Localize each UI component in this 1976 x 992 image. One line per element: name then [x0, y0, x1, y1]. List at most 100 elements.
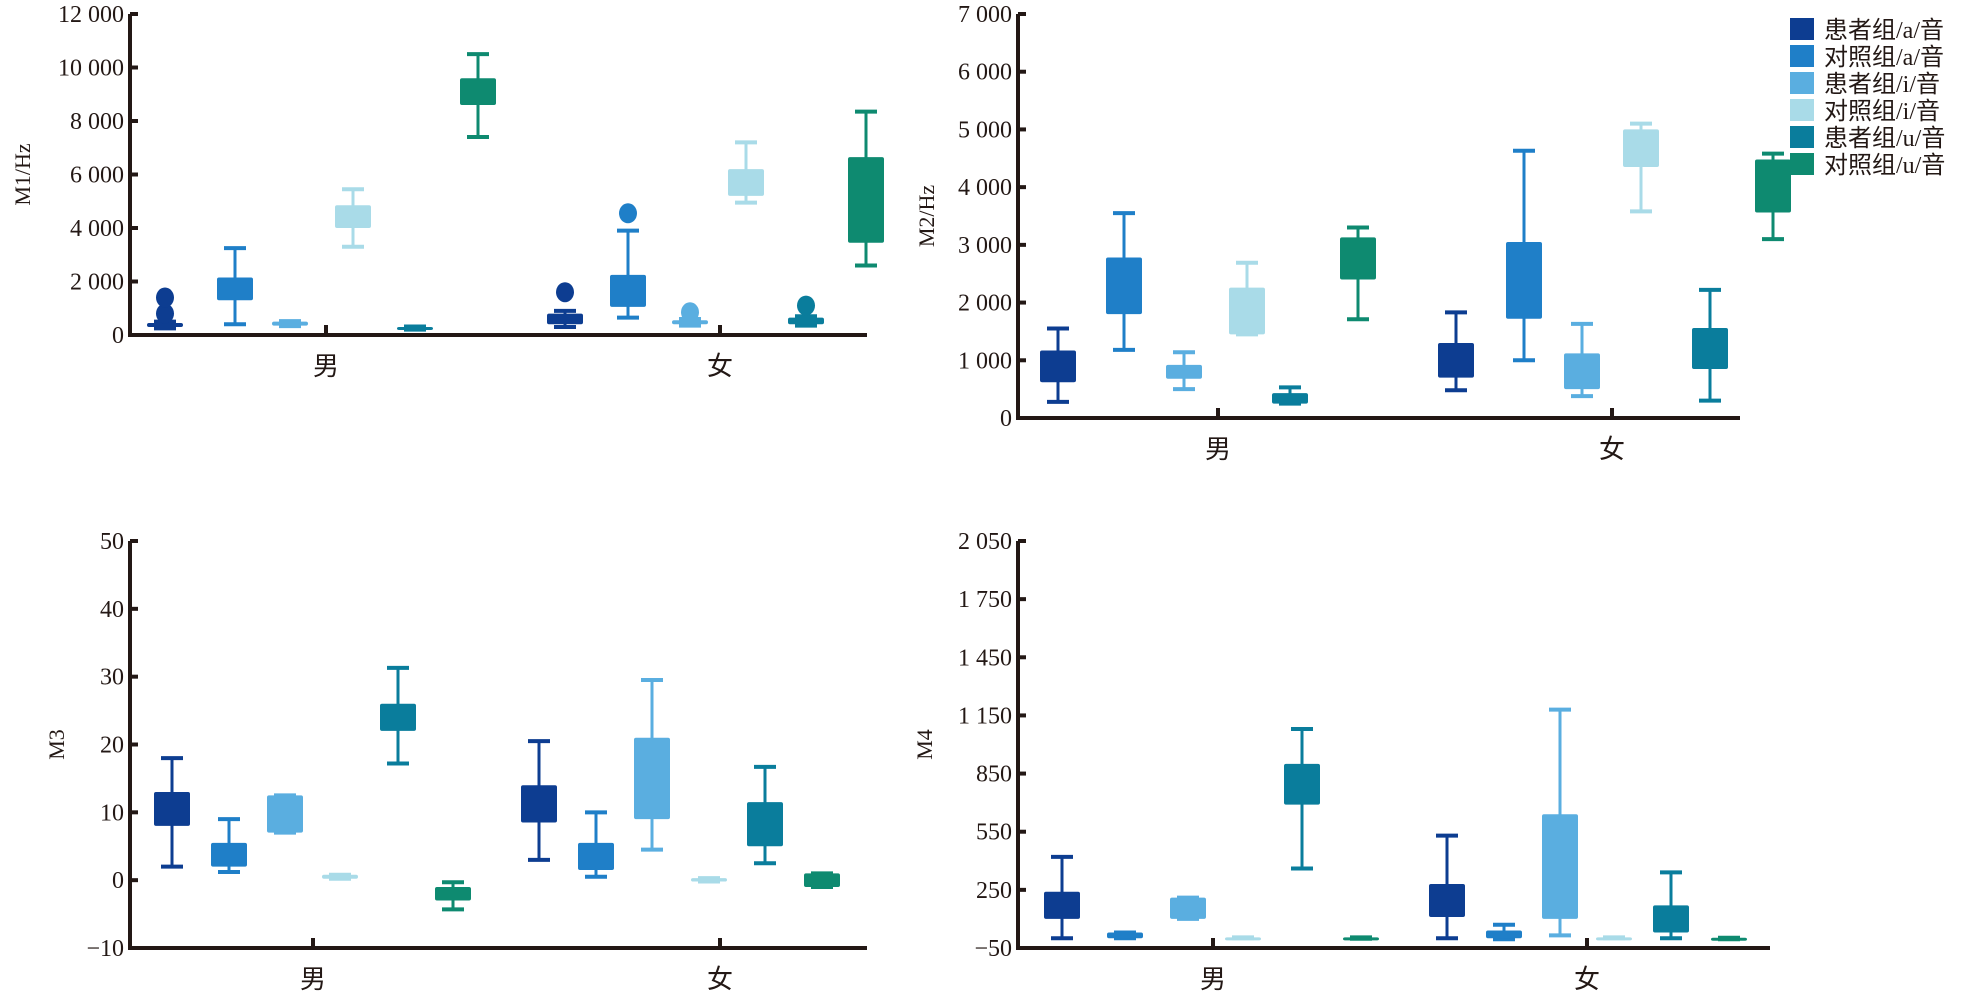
box-m2-male-s2	[1166, 350, 1202, 392]
iqr-box	[397, 326, 433, 330]
box-m4-male-s1	[1107, 930, 1143, 941]
iqr-box	[460, 78, 496, 105]
box-m4-female-s2	[1542, 707, 1578, 938]
box-m3-female-s0	[521, 739, 557, 862]
iqr-box	[1692, 327, 1728, 369]
y-tick-label: 10	[100, 800, 124, 826]
iqr-box	[335, 205, 371, 228]
iqr-box	[747, 802, 783, 847]
iqr-box	[147, 322, 183, 327]
box-m1-male-s2	[272, 319, 308, 329]
iqr-box	[578, 842, 614, 870]
x-category-label: 女	[707, 965, 733, 992]
y-tick-label: 50	[100, 529, 124, 555]
box-m1-female-s5	[848, 109, 884, 268]
box-m2-female-s1	[1506, 148, 1542, 363]
iqr-box	[380, 703, 416, 731]
legend-label: 对照组/u/音	[1824, 152, 1945, 179]
y-tick-label: 6 000	[70, 163, 124, 189]
box-m3-male-s1	[211, 817, 247, 875]
x-category-label: 女	[1599, 435, 1625, 464]
iqr-box	[1486, 930, 1522, 939]
box-m2-female-s5	[1755, 151, 1791, 242]
iqr-box	[1107, 932, 1143, 939]
panel-m1: 0 2 000 4 000 6 000 8 000 10 000 12 000 M1/Hz 男 女	[10, 2, 884, 381]
outlier-point	[681, 302, 699, 323]
box-m4-female-s4	[1653, 870, 1689, 941]
iqr-box	[435, 886, 471, 901]
iqr-box	[1040, 350, 1076, 383]
legend: 患者组/a/音对照组/a/音患者组/i/音对照组/i/音患者组/u/音对照组/u…	[1790, 17, 1945, 179]
iqr-box	[1623, 129, 1659, 167]
iqr-box	[1755, 159, 1791, 213]
y-tick-label: 2 000	[958, 291, 1012, 317]
y-tick-label: 1 150	[958, 703, 1012, 729]
iqr-box	[1106, 257, 1142, 315]
y-tick-label: 0	[112, 323, 124, 349]
y-tick-label: 6 000	[958, 60, 1012, 86]
legend-item: 患者组/a/音	[1790, 17, 1944, 44]
legend-item: 对照组/u/音	[1790, 152, 1945, 179]
iqr-box	[1564, 353, 1600, 390]
box-m4-male-s0	[1044, 854, 1080, 941]
x-category-label: 女	[1574, 965, 1600, 992]
y-tick-label: 0	[1000, 406, 1012, 432]
iqr-box	[1284, 763, 1320, 805]
legend-swatch	[1790, 126, 1814, 148]
y-axis-title: M3	[44, 729, 69, 760]
box-m4-male-s2	[1170, 895, 1206, 921]
iqr-box	[154, 791, 190, 826]
box-m2-male-s1	[1106, 211, 1142, 352]
iqr-box	[267, 795, 303, 833]
box-m2-female-s3	[1623, 121, 1659, 214]
box-m4-female-s3	[1596, 935, 1632, 941]
y-tick-label: 250	[976, 878, 1012, 904]
y-tick-label: 1 750	[958, 587, 1012, 613]
legend-label: 对照组/i/音	[1824, 98, 1940, 125]
legend-label: 患者组/a/音	[1824, 17, 1944, 44]
iqr-box	[672, 320, 708, 325]
y-tick-label: 20	[100, 733, 124, 759]
y-tick-label: 1 000	[958, 348, 1012, 374]
outlier-point	[556, 282, 574, 303]
x-category-label: 男	[313, 352, 339, 381]
legend-label: 患者组/u/音	[1824, 125, 1945, 152]
x-category-label: 男	[1200, 965, 1226, 992]
y-tick-label: 3 000	[958, 233, 1012, 259]
y-tick-label: 30	[100, 665, 124, 691]
y-tick-label: 2 000	[70, 270, 124, 296]
x-category-label: 女	[707, 352, 733, 381]
y-tick-label: 4 000	[70, 216, 124, 242]
box-m4-male-s5	[1343, 935, 1379, 941]
box-m2-female-s0	[1438, 310, 1474, 393]
box-m1-female-s4	[788, 295, 824, 328]
iqr-box	[728, 169, 764, 196]
y-tick-label: 0	[112, 868, 124, 894]
box-m3-female-s2	[634, 678, 670, 852]
box-m2-male-s4	[1272, 385, 1308, 406]
iqr-box	[848, 157, 884, 243]
y-tick-label: 4 000	[958, 175, 1012, 201]
y-tick-label: 12 000	[58, 2, 124, 28]
iqr-box	[1596, 937, 1632, 941]
box-m1-male-s3	[335, 187, 371, 249]
y-axis-title: M1/Hz	[10, 143, 35, 206]
iqr-box	[1225, 937, 1261, 941]
iqr-box	[1506, 241, 1542, 319]
legend-swatch	[1790, 18, 1814, 40]
box-m3-male-s2	[267, 793, 303, 835]
panel-m3: −10 0 10 20 30 40 50 M3 男 女	[44, 529, 867, 992]
legend-swatch	[1790, 72, 1814, 94]
box-m1-female-s1	[610, 203, 646, 320]
panel-m4: −50 250 550 850 1 150 1 450 1 750 2 050 M4 男 女	[912, 529, 1770, 992]
iqr-box	[1166, 364, 1202, 379]
legend-item: 对照组/i/音	[1790, 98, 1940, 125]
box-m2-female-s4	[1692, 287, 1728, 403]
legend-item: 患者组/i/音	[1790, 71, 1940, 98]
legend-item: 患者组/u/音	[1790, 125, 1945, 152]
iqr-box	[1044, 891, 1080, 919]
iqr-box	[634, 737, 670, 820]
y-axis-title: M4	[912, 729, 937, 760]
box-m1-male-s4	[397, 324, 433, 332]
box-m2-female-s2	[1564, 321, 1600, 399]
